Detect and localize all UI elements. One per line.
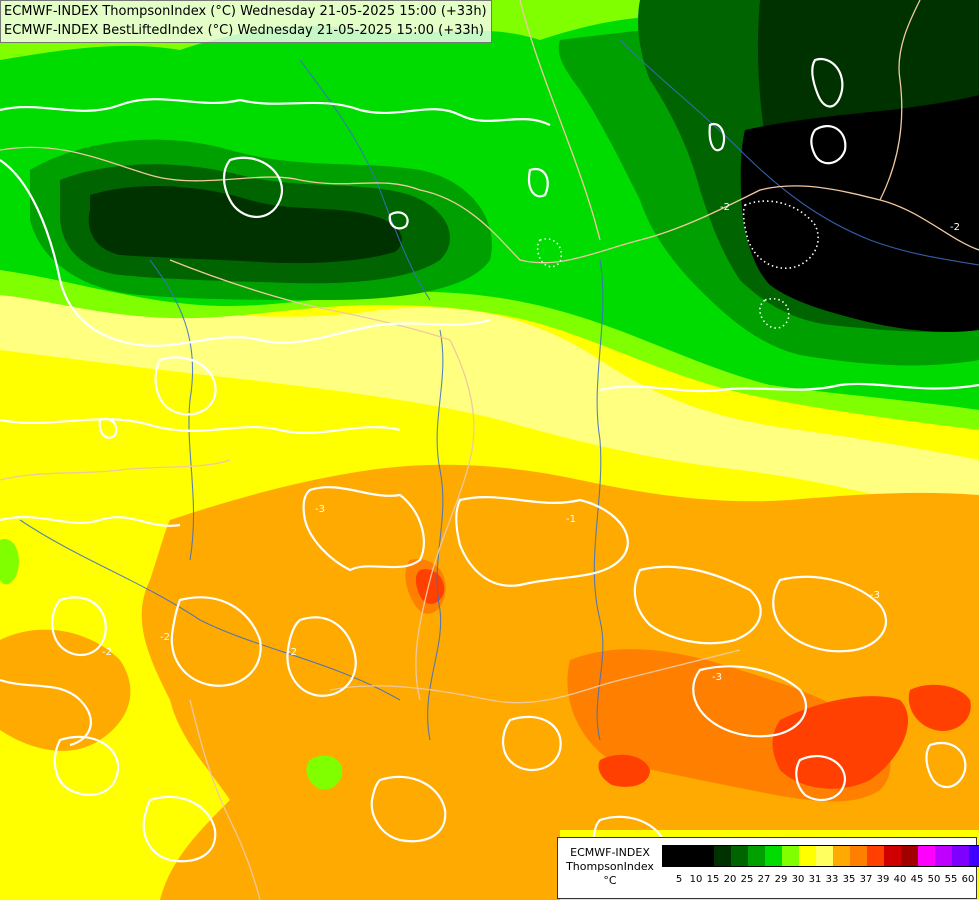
rivers bbox=[19, 39, 979, 741]
legend-swatch bbox=[918, 846, 935, 866]
legend-swatch bbox=[867, 846, 884, 866]
legend-swatch bbox=[935, 846, 952, 866]
contour-label: -2 bbox=[160, 632, 170, 643]
legend-tick: 45 bbox=[910, 874, 924, 885]
lifted-index-contours bbox=[0, 57, 979, 873]
legend-swatch bbox=[782, 846, 799, 866]
legend-swatch bbox=[731, 846, 748, 866]
legend-swatch bbox=[799, 846, 816, 866]
legend-swatch bbox=[833, 846, 850, 866]
legend-tick: 50 bbox=[927, 874, 941, 885]
legend-tick: 29 bbox=[774, 874, 788, 885]
legend-label: ECMWF-INDEX ThompsonIndex °C bbox=[562, 846, 658, 888]
legend-tick: 35 bbox=[842, 874, 856, 885]
contour-label: -2 bbox=[102, 647, 112, 658]
legend-swatch bbox=[765, 846, 782, 866]
contour-label: -2 bbox=[720, 202, 730, 213]
legend-swatch bbox=[697, 846, 714, 866]
legend-tick: 30 bbox=[791, 874, 805, 885]
legend-tick: 31 bbox=[808, 874, 822, 885]
contour-label: -2 bbox=[287, 647, 297, 658]
legend-tick: 15 bbox=[706, 874, 720, 885]
legend-swatch bbox=[969, 846, 979, 866]
legend-tick: 40 bbox=[893, 874, 907, 885]
orange-region bbox=[0, 464, 979, 900]
color-legend: ECMWF-INDEX ThompsonIndex °C 5 10 15 20 25 27… bbox=[557, 837, 979, 899]
legend-tick: 55 bbox=[944, 874, 958, 885]
contour-label: -3 bbox=[315, 504, 325, 515]
legend-tick: 25 bbox=[740, 874, 754, 885]
dark-orange-region bbox=[405, 559, 891, 802]
lime-speck bbox=[0, 539, 343, 790]
legend-tick: 60 bbox=[961, 874, 975, 885]
legend-swatch bbox=[901, 846, 918, 866]
legend-tick: 33 bbox=[825, 874, 839, 885]
contour-label: -2 bbox=[950, 222, 960, 233]
legend-tick: 10 bbox=[689, 874, 703, 885]
dotted-contours bbox=[536, 200, 819, 329]
red-orange-region bbox=[415, 569, 971, 789]
legend-swatch bbox=[663, 846, 680, 866]
legend-tick: 39 bbox=[876, 874, 890, 885]
contour-label: -1 bbox=[566, 514, 576, 525]
legend-swatch bbox=[714, 846, 731, 866]
contour-label: -3 bbox=[712, 672, 722, 683]
pale-yellow-band bbox=[0, 290, 979, 520]
legend-swatch bbox=[680, 846, 697, 866]
map-title-box: ECMWF-INDEX ThompsonIndex (°C) Wednesday… bbox=[0, 0, 492, 43]
legend-tick: 5 bbox=[675, 874, 683, 885]
contour-label: -3 bbox=[870, 590, 880, 601]
legend-color-scale bbox=[662, 845, 979, 867]
legend-swatch bbox=[952, 846, 969, 866]
legend-tick: 27 bbox=[757, 874, 771, 885]
legend-swatch bbox=[850, 846, 867, 866]
legend-tick: 37 bbox=[859, 874, 873, 885]
legend-swatch bbox=[816, 846, 833, 866]
legend-swatch bbox=[884, 846, 901, 866]
legend-parameter: ThompsonIndex bbox=[566, 860, 654, 873]
legend-unit: °C bbox=[603, 874, 617, 887]
darkest-green-region bbox=[88, 0, 979, 303]
title-best-lifted-index: ECMWF-INDEX BestLiftedIndex (°C) Wednesd… bbox=[4, 23, 484, 38]
contour-labels: -2 -2 -2 -3 -3 -3 -2 -1 -2 bbox=[102, 202, 960, 683]
legend-tick: 20 bbox=[723, 874, 737, 885]
legend-swatch bbox=[748, 846, 765, 866]
legend-model: ECMWF-INDEX bbox=[570, 846, 650, 859]
black-region bbox=[740, 95, 979, 332]
title-thompson-index: ECMWF-INDEX ThompsonIndex (°C) Wednesday… bbox=[4, 4, 487, 19]
